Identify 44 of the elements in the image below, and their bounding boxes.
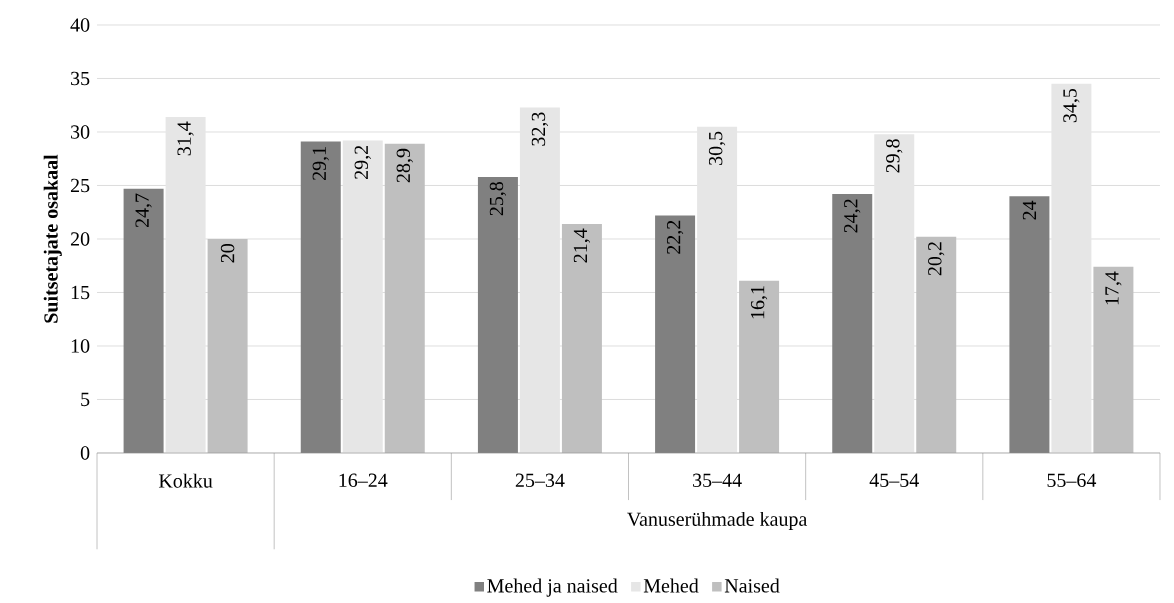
data-label: 32,3 (531, 112, 549, 146)
data-label: 28,9 (396, 148, 413, 183)
data-label: 29,1 (312, 147, 329, 181)
bar (165, 117, 206, 453)
data-label: 34,5 (1063, 88, 1080, 123)
data-label: 30,5 (708, 131, 726, 165)
bar (1051, 83, 1092, 453)
y-tick-label: 20 (70, 232, 90, 246)
data-label: 24,7 (135, 193, 152, 228)
x-tick-label: 55–64 (1047, 473, 1097, 488)
legend-label: Naised (724, 578, 780, 593)
data-label: 22,2 (666, 220, 684, 254)
legend-label: Mehed ja naised (487, 578, 618, 597)
y-tick-label: 10 (71, 339, 90, 353)
bar (342, 140, 383, 453)
data-label: 24 (1022, 200, 1037, 220)
y-tick-label: 40 (70, 18, 90, 32)
y-tick-label: 5 (81, 392, 90, 407)
bar (519, 107, 560, 453)
bar (874, 134, 915, 453)
x-tick-label: 25–34 (515, 473, 565, 488)
data-label: 24,2 (844, 199, 861, 233)
x-tick-label: 16–24 (339, 473, 388, 488)
y-tick-label: 25 (70, 178, 90, 193)
data-label: 16,1 (750, 286, 768, 319)
data-label: 29,8 (886, 139, 903, 173)
x-tick-label: Kokku (158, 473, 213, 488)
x-tick-label: 35–44 (693, 473, 742, 488)
y-axis-title: Suitsetajate osakaal (43, 154, 62, 323)
data-label: 29,2 (354, 145, 371, 179)
data-label: 25,8 (489, 181, 507, 216)
bar (697, 126, 738, 453)
x-tick-label: 45–54 (869, 473, 919, 487)
y-tick-label: 0 (80, 446, 90, 460)
legend-label: Mehed (643, 578, 699, 593)
y-tick-label: 15 (71, 285, 90, 300)
data-label: 20,2 (928, 242, 945, 276)
data-label: 21,4 (573, 228, 591, 263)
text: Vanuserühmade kaupa (627, 511, 808, 531)
data-label: 17,4 (1105, 271, 1122, 305)
data-label: 20 (220, 244, 235, 263)
data-label: 31,4 (177, 121, 194, 156)
y-tick-label: 30 (71, 125, 90, 139)
y-tick-label: 35 (71, 71, 90, 86)
